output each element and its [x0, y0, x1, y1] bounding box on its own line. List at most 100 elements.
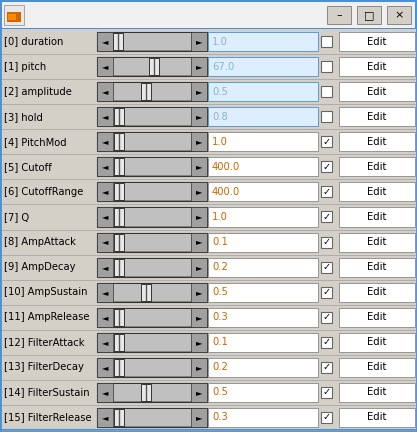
Text: [11] AmpRelease: [11] AmpRelease [4, 312, 90, 322]
Bar [97, 308, 207, 327]
Bar [339, 132, 415, 151]
Bar [321, 337, 332, 348]
Text: 0.3: 0.3 [212, 312, 228, 322]
Text: ►: ► [196, 338, 202, 347]
Bar [339, 358, 415, 377]
Text: Edit: Edit [367, 112, 387, 122]
Bar [208, 207, 318, 226]
Text: [15] FilterRelease: [15] FilterRelease [4, 413, 92, 422]
Text: 1.0: 1.0 [212, 37, 228, 47]
Bar [4, 5, 24, 25]
Bar [0, 405, 417, 430]
Bar [208, 157, 318, 176]
Bar [191, 82, 207, 101]
Bar [113, 33, 123, 50]
Bar [0, 0, 2, 28]
Bar [321, 186, 332, 197]
Text: ►: ► [196, 112, 202, 121]
Bar [98, 58, 206, 75]
Bar [321, 387, 332, 398]
Bar [97, 333, 207, 352]
Text: ►: ► [196, 263, 202, 272]
Bar [0, 179, 417, 204]
Text: ►: ► [196, 413, 202, 422]
Bar [321, 412, 332, 423]
Text: [8] AmpAttack: [8] AmpAttack [4, 237, 76, 247]
Text: ◄: ◄ [102, 363, 108, 372]
Text: 400.0: 400.0 [212, 187, 240, 197]
Text: ◄: ◄ [102, 137, 108, 146]
Text: [5] Cutoff: [5] Cutoff [4, 162, 52, 172]
Text: ✓: ✓ [322, 287, 331, 297]
Text: □: □ [364, 10, 374, 20]
Text: ◄: ◄ [102, 313, 108, 322]
Text: ►: ► [196, 162, 202, 172]
Text: ✓: ✓ [322, 137, 331, 147]
Bar [0, 254, 417, 280]
Bar [191, 32, 207, 51]
Bar [97, 32, 207, 51]
Text: ◄: ◄ [102, 112, 108, 121]
Bar [191, 182, 207, 201]
Text: [7] Q: [7] Q [4, 212, 29, 222]
Bar [339, 333, 415, 352]
Text: Edit: Edit [367, 287, 387, 297]
Bar [97, 182, 113, 201]
Bar [208, 107, 318, 126]
Bar [191, 232, 207, 251]
Text: ◄: ◄ [102, 288, 108, 297]
Bar [114, 259, 124, 276]
Bar [208, 383, 318, 402]
Bar [114, 309, 124, 326]
Bar [114, 108, 124, 125]
Bar [0, 29, 417, 54]
Bar [98, 83, 206, 100]
Text: ►: ► [196, 87, 202, 96]
Bar [0, 104, 417, 129]
Text: Edit: Edit [367, 312, 387, 322]
Text: ►: ► [196, 213, 202, 222]
Bar [98, 384, 206, 401]
Text: ◄: ◄ [102, 263, 108, 272]
Text: Edit: Edit [367, 162, 387, 172]
Bar [114, 133, 124, 150]
Bar [97, 333, 113, 352]
Bar [97, 32, 113, 51]
Bar [339, 32, 415, 51]
Bar [0, 204, 417, 229]
Bar [208, 232, 318, 251]
Bar [114, 158, 124, 175]
Text: ◄: ◄ [102, 238, 108, 247]
Bar [97, 82, 207, 101]
Bar [114, 359, 124, 376]
Bar [97, 57, 113, 76]
Bar [208, 257, 318, 276]
Text: [10] AmpSustain: [10] AmpSustain [4, 287, 88, 297]
Text: ◄: ◄ [102, 338, 108, 347]
Text: ✓: ✓ [322, 212, 331, 222]
Bar [208, 283, 318, 302]
Bar [208, 358, 318, 377]
Text: ◄: ◄ [102, 162, 108, 172]
Text: ✓: ✓ [322, 362, 331, 372]
Text: ◄: ◄ [102, 87, 108, 96]
Bar [98, 334, 206, 351]
Bar [98, 183, 206, 200]
Bar [321, 287, 332, 298]
Text: Edit: Edit [367, 362, 387, 372]
Bar [339, 383, 415, 402]
Text: ✓: ✓ [322, 388, 331, 397]
Bar [7, 12, 21, 22]
Bar [98, 234, 206, 251]
Bar [208, 308, 318, 327]
Bar [97, 383, 207, 402]
Bar [97, 358, 113, 377]
Text: 0.1: 0.1 [212, 237, 228, 247]
Bar [114, 183, 124, 200]
Text: [12] FilterAttack: [12] FilterAttack [4, 337, 85, 347]
Text: ►: ► [196, 238, 202, 247]
Bar [0, 229, 417, 254]
Bar [208, 82, 318, 101]
Bar [321, 362, 332, 373]
Bar [97, 82, 113, 101]
